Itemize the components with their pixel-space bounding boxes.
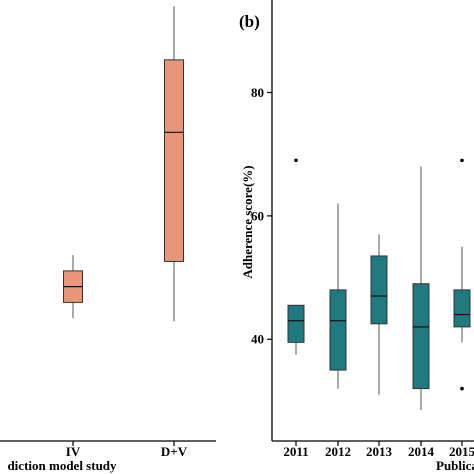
panel-b-x-axis-title: Publica xyxy=(436,458,474,473)
box-2013 xyxy=(370,234,388,395)
box-body xyxy=(287,304,305,343)
y-tick-label: 60 xyxy=(251,208,264,223)
x-tick-label: 2012 xyxy=(325,444,351,459)
box-body xyxy=(412,283,430,390)
x-tick-label: D+V xyxy=(161,444,188,459)
box-body xyxy=(329,289,347,371)
panel-a: IV D+V diction model study xyxy=(0,6,216,473)
y-tick-label: 80 xyxy=(251,85,264,100)
box-2012 xyxy=(329,203,347,389)
box-2015 xyxy=(453,158,471,391)
outlier-point xyxy=(294,158,298,163)
box-iv xyxy=(63,255,83,319)
panel-b-y-axis-title: Adherence score(%) xyxy=(240,165,255,278)
x-tick-label: 2014 xyxy=(408,444,435,459)
panel-a-boxes xyxy=(63,6,184,322)
box-d-v xyxy=(164,6,184,322)
panel-a-tick-labels: IV D+V xyxy=(66,441,188,459)
x-tick-label: IV xyxy=(66,444,81,459)
panel-b-label: (b) xyxy=(239,12,260,31)
outlier-point xyxy=(460,386,464,391)
panel-b-y-ticks: 40 60 80 xyxy=(251,85,272,347)
x-tick-label: 2013 xyxy=(366,444,393,459)
y-tick-label: 40 xyxy=(251,332,264,347)
panel-b-boxes xyxy=(287,158,471,411)
panel-b-tick-labels: 2011 2012 2013 2014 2015 xyxy=(283,441,474,459)
box-body xyxy=(164,59,184,262)
outlier-point xyxy=(460,158,464,163)
box-2014 xyxy=(412,166,430,411)
x-tick-label: 2015 xyxy=(449,444,474,459)
panel-a-x-axis-title: diction model study xyxy=(7,458,117,473)
box-body xyxy=(370,255,388,325)
box-body xyxy=(453,289,471,328)
x-tick-label: 2011 xyxy=(283,444,308,459)
box-2011 xyxy=(287,158,305,355)
